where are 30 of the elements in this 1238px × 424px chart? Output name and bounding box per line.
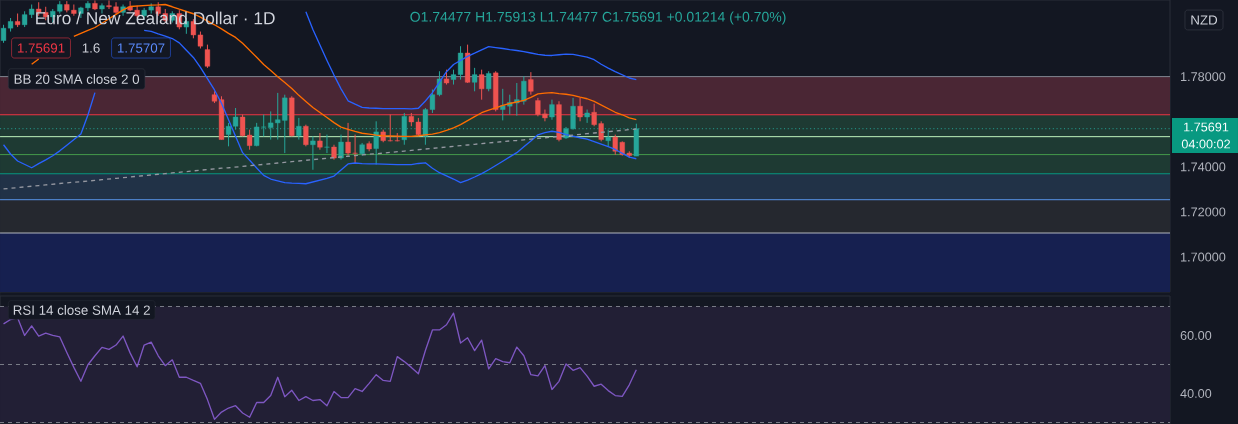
text: O1.74477 H1.75913 L1.74477 C1.75691 +0.01214 (+0.70%) [410, 11, 786, 25]
text: 04:00:02 [1181, 139, 1231, 149]
candlestick [310, 135, 316, 171]
candlestick [324, 134, 330, 154]
candlestick [472, 67, 478, 92]
y-tick-label: 60.00 [1180, 330, 1212, 340]
y-tick-label: 1.72000 [1181, 207, 1226, 217]
annotation: 1.75707 [117, 43, 165, 53]
annotation: 1.6 [82, 43, 100, 53]
candlestick [528, 71, 534, 96]
y-tick-label: 40.00 [1180, 389, 1212, 398]
candlestick [479, 69, 485, 101]
candlestick [577, 97, 583, 122]
text: NZD [1191, 15, 1218, 25]
candlestick [303, 124, 309, 147]
candlestick [225, 122, 232, 147]
y-tick-label: 1.78000 [1181, 72, 1226, 82]
y-tick-label: 1.70000 [1181, 252, 1226, 262]
candlestick [317, 132, 323, 151]
text: RSI 14 close SMA 14 2 [13, 305, 150, 315]
annotation: 1.75691 [17, 43, 65, 53]
candlestick [584, 109, 590, 124]
annotation: BB 20 SMA close 2 0 [14, 74, 140, 84]
candlestick [338, 134, 344, 161]
text: 1.75691 [1184, 122, 1229, 132]
candlestick [204, 44, 211, 69]
candlestick [296, 117, 302, 141]
candlestick [486, 70, 492, 92]
candlestick [549, 99, 555, 121]
y-tick-label: 1.74000 [1181, 162, 1226, 172]
